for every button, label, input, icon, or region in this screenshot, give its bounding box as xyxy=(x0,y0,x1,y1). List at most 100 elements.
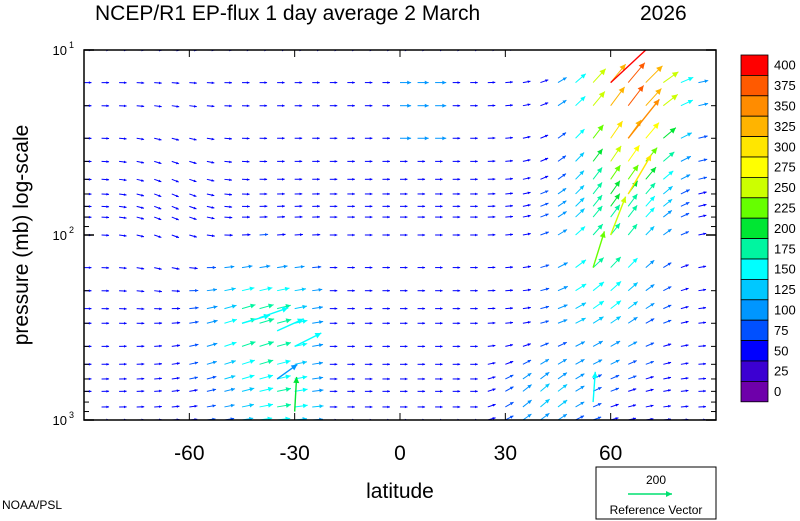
flux-vector-head xyxy=(281,136,285,140)
colorbar-swatch xyxy=(740,54,769,76)
flux-vector-head xyxy=(703,377,706,380)
colorbar-swatch xyxy=(740,115,769,137)
flux-vector-head xyxy=(545,305,550,309)
flux-vector-head xyxy=(563,319,568,323)
flux-vector-head xyxy=(545,383,550,388)
flux-vector-head xyxy=(687,132,692,137)
flux-vector-head xyxy=(123,137,127,140)
flux-vector-head xyxy=(387,233,390,237)
flux-vector-head xyxy=(544,175,549,179)
flux-vector-head xyxy=(302,403,308,409)
flux-vector-head xyxy=(650,361,654,364)
flux-vector-strong-head xyxy=(281,306,289,313)
flux-vector-head xyxy=(387,266,390,269)
flux-vector-head xyxy=(562,132,567,136)
flux-vector-head xyxy=(176,81,180,85)
colorbar-label: 150 xyxy=(774,262,796,277)
flux-vector-head xyxy=(510,289,513,292)
flux-vector-head xyxy=(721,322,724,325)
flux-vector-head xyxy=(668,343,672,347)
flux-vector-head xyxy=(212,265,216,270)
flux-vector-head xyxy=(509,361,514,364)
flux-vector-head xyxy=(527,176,531,180)
flux-vector-head xyxy=(285,341,291,347)
flux-vector-head xyxy=(688,45,693,49)
x-axis-ticks: -60 -30 0 30 60 xyxy=(174,50,622,465)
flux-vector-head xyxy=(632,205,638,212)
flux-vector-head xyxy=(264,104,268,108)
flux-vector-head xyxy=(475,215,478,219)
flux-vector-head xyxy=(159,321,163,325)
flux-vector-head xyxy=(141,377,145,381)
flux-vector-head xyxy=(194,266,198,270)
flux-vector-head xyxy=(352,377,355,381)
flux-vector-strong xyxy=(592,231,606,268)
flux-vector-head xyxy=(352,321,355,325)
flux-vector-head xyxy=(618,86,625,94)
flux-vector-head xyxy=(334,377,338,381)
flux-vector-head xyxy=(562,400,568,405)
flux-vector-head xyxy=(442,136,447,141)
colorbar-label: 100 xyxy=(774,303,796,318)
flux-vector-head xyxy=(302,304,307,310)
flux-vector-head xyxy=(106,160,110,163)
flux-vector-head xyxy=(596,167,603,174)
flux-vector-head xyxy=(106,81,110,84)
flux-vector-head xyxy=(668,170,674,176)
flux-vector-head xyxy=(175,207,179,210)
flux-vector-head xyxy=(282,192,285,196)
flux-vector-head xyxy=(581,283,587,289)
flux-vector-head xyxy=(230,403,235,408)
flux-vector-head xyxy=(404,289,408,293)
flux-vector-head xyxy=(615,256,621,263)
flux-vector-head xyxy=(247,215,250,219)
flux-vector-head xyxy=(404,233,408,237)
colorbar-swatch xyxy=(740,136,769,158)
flux-vector-head xyxy=(650,284,655,289)
flux-vector-head xyxy=(404,160,408,163)
reference-arrow xyxy=(628,491,672,497)
flux-vector-head xyxy=(334,289,338,293)
flux-vector-head xyxy=(231,359,236,364)
flux-vector-head xyxy=(319,388,324,393)
flux-vector-head xyxy=(317,265,322,269)
flux-vector-head xyxy=(317,192,320,196)
flux-vector-head xyxy=(563,286,568,290)
flux-vector-head xyxy=(598,316,604,321)
flux-vector-head xyxy=(404,177,408,181)
flux-vector xyxy=(715,137,716,139)
flux-vector-head xyxy=(475,362,478,366)
flux-vector-head xyxy=(562,173,566,178)
flux-vector-head xyxy=(88,390,92,393)
flux-vector-head xyxy=(407,103,412,108)
flux-vector-head xyxy=(510,306,513,310)
flux-vector-head xyxy=(387,136,390,140)
colorbar: 4003753503253002752502252001751501251007… xyxy=(740,54,796,403)
flux-vector-head xyxy=(319,404,324,409)
flux-vector-head xyxy=(442,103,447,108)
flux-vector-head xyxy=(318,288,323,292)
flux-vector-head xyxy=(545,231,549,235)
flux-vector-head xyxy=(404,345,408,348)
flux-vector-head xyxy=(475,160,478,163)
flux-vector-head xyxy=(439,160,443,163)
flux-vector-head xyxy=(510,192,513,195)
x-tick-label: 30 xyxy=(494,442,517,465)
flux-vector-head xyxy=(387,177,390,181)
flux-vector-head xyxy=(615,387,619,391)
flux-vector-head xyxy=(510,204,513,208)
flux-vector-head xyxy=(369,104,373,108)
flux-vector-head xyxy=(158,267,162,270)
flux-vector xyxy=(628,50,629,51)
flux-vector-head xyxy=(685,264,689,268)
flux-vector-head xyxy=(299,204,303,208)
flux-vector-head xyxy=(492,307,496,310)
flux-vector-head xyxy=(231,341,237,346)
flux-vector-head xyxy=(614,193,620,200)
flux-vector-head xyxy=(141,307,145,311)
flux-vector-head xyxy=(404,266,408,269)
flux-vector-head xyxy=(703,288,707,292)
flux-vector-head xyxy=(704,79,709,83)
flux-vector-head xyxy=(442,80,447,85)
